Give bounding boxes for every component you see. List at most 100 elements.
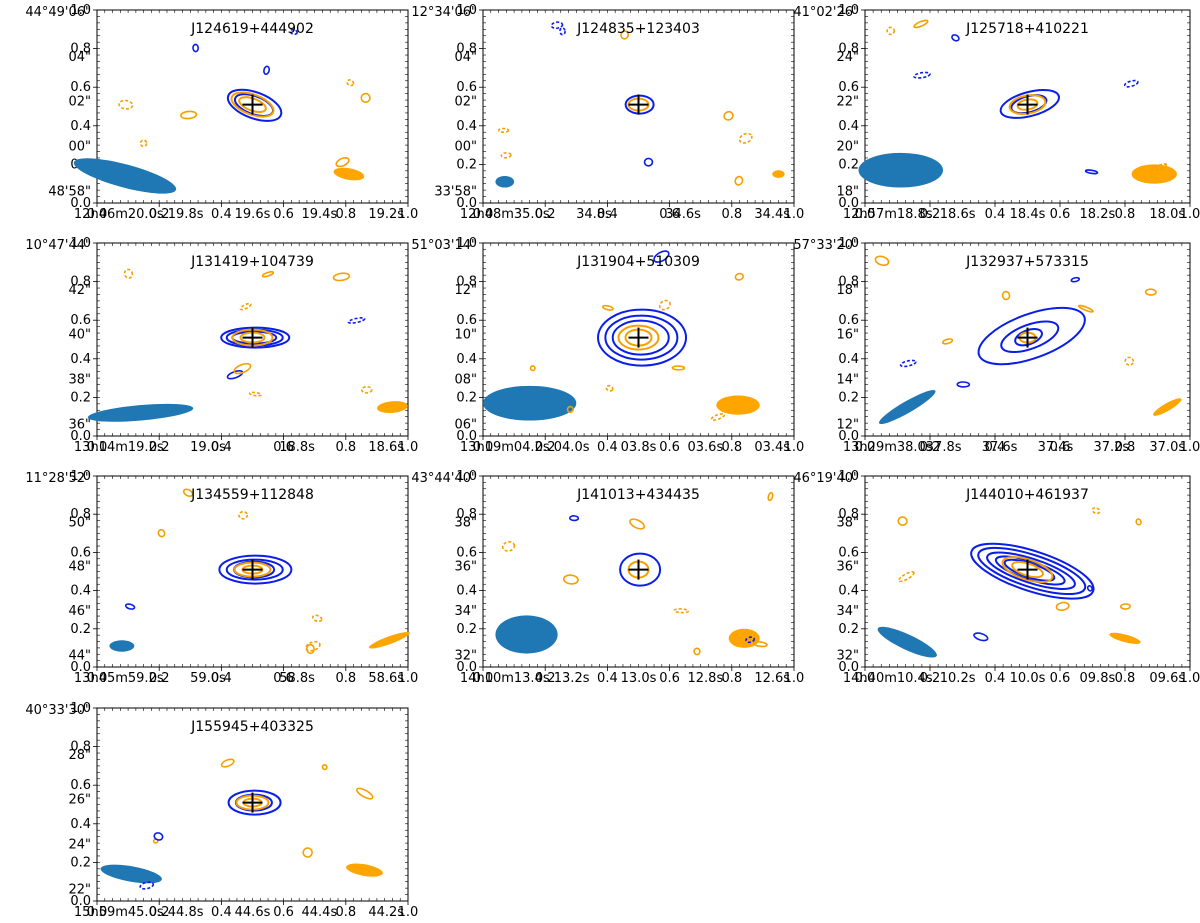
ra-tick-label: 12h48m35.0s [460,207,550,222]
optical-noise-contour [238,510,249,520]
optical-noise-contour [605,384,614,392]
ra-tick-label: 03.4s [754,440,790,455]
radio-noise-contour [913,71,931,79]
optical-noise-contour [723,110,734,121]
y-tick-label: 0.4 [838,584,859,599]
x-tick-label: 0.0 [87,440,108,455]
x-tick-label: 1.0 [1180,207,1200,222]
optical-noise-contour [220,758,235,768]
x-tick-label: 0.0 [855,671,876,686]
x-tick-label: 1.0 [784,440,805,455]
ra-tick-label: 13h14m19.2s [74,440,164,455]
ra-tick-label: 09.6s [1149,671,1185,686]
optical-noise-contour [767,491,774,502]
radio-contour [977,306,1086,366]
x-tick-label: 0.2 [149,905,170,920]
y-tick-label: 0.6 [70,80,91,95]
optical-noise-contour [332,272,351,282]
x-tick-label: 0.8 [335,207,356,222]
panel-title: J141013+434435 [576,487,700,503]
radio-noise-contour [1086,585,1093,592]
optical-beam [376,401,408,413]
ra-tick-label: 09.8s [1080,671,1116,686]
optical-noise-contour [248,391,262,397]
ra-tick-label: 37.6s [982,440,1018,455]
dec-tick-label: 38" [68,373,91,388]
optical-noise-contour [738,132,753,144]
y-tick-label: 1.0 [838,3,859,18]
ra-tick-label: 34.4s [754,207,790,222]
optical-noise-contour [501,541,516,552]
x-tick-label: 0.4 [211,207,232,222]
ra-tick-label: 18.4s [1010,207,1046,222]
dec-tick-label: 40°33'30" [25,703,91,718]
x-tick-label: 0.4 [597,207,618,222]
y-tick-label: 1.0 [838,469,859,484]
x-tick-label: 0.4 [985,207,1006,222]
panel-title: J134559+112848 [190,487,314,503]
radio-noise-contour [653,250,670,263]
optical-contour [617,324,660,351]
x-tick-label: 0.8 [1115,207,1136,222]
panel-7: 0.0 0.2 0.4 0.6 0.8 1.0 0.0 0.2 0.4 0.6 0.8 1.0 13h4… [25,469,418,686]
ra-tick-label: 04.0s [554,440,590,455]
ra-tick-label: 15h59m45.0s [74,905,164,920]
optical-noise-contour [1055,601,1070,612]
optical-noise-contour [710,413,726,421]
panel-3: 0.0 0.2 0.4 0.6 0.8 1.0 0.0 0.2 0.4 0.6 0.8 1.0 12h5… [793,3,1200,222]
panel-title: J125718+410221 [965,21,1089,37]
optical-noise-contour [673,608,690,614]
dec-tick-label: 16" [836,328,859,343]
optical-noise-contour [233,362,252,375]
y-tick-label: 0.6 [838,313,859,328]
radio-beam [87,403,194,422]
x-tick-label: 1.0 [398,440,419,455]
y-tick-label: 0.4 [456,119,477,134]
x-tick-label: 0.0 [87,671,108,686]
y-tick-label: 1.0 [70,3,91,18]
y-tick-label: 0.6 [456,545,477,560]
y-tick-label: 0.4 [70,584,91,599]
ra-tick-label: 12.6s [754,671,790,686]
optical-noise-contour [346,79,355,87]
ra-tick-label: 13h19m04.2s [460,440,550,455]
optical-contour [230,91,275,118]
x-tick-label: 0.6 [659,671,680,686]
panel-1: 0.00.20.40.60.81.00.00.20.40.60.81.012h4… [25,3,418,222]
optical-noise-contour [693,647,701,656]
y-tick-label: 0.4 [838,352,859,367]
radio-contour [225,558,284,581]
optical-noise-contour [1135,518,1142,526]
x-tick-label: 1.0 [784,671,805,686]
ra-tick-label: 37.4s [1038,440,1074,455]
ra-tick-label: 19.8s [168,207,204,222]
x-tick-label: 0.4 [985,440,1006,455]
x-tick-label: 0.2 [920,440,941,455]
y-tick-label: 0.6 [838,80,859,95]
y-tick-label: 1.0 [838,236,859,251]
y-tick-label: 0.0 [456,196,477,211]
ra-tick-label: 18.6s [368,440,404,455]
y-tick-label: 0.6 [70,313,91,328]
optical-contour [238,96,267,113]
panel-9: 0.0 0.2 0.4 0.6 0.8 1.0 0.0 0.2 0.4 0.6 0.8 1.0 14h4… [793,469,1200,686]
x-tick-label: 0.6 [1050,440,1071,455]
radio-noise-contour [139,881,155,890]
x-tick-label: 0.6 [659,440,680,455]
radio-contour [611,319,670,356]
panel-title: J155945+403325 [190,719,314,735]
y-tick-label: 0.2 [456,622,477,637]
panel-title: J131904+510309 [576,254,700,270]
optical-noise-contour [239,302,252,311]
optical-noise-contour [182,488,194,498]
y-tick-label: 0.8 [70,275,91,290]
optical-noise-contour [529,365,536,372]
optical-beam [716,395,760,415]
radio-noise-contour [973,632,989,642]
radio-contour [227,789,282,816]
panel-title: J124835+123403 [576,21,700,37]
dec-tick-label: 44" [68,649,91,664]
radio-beam [495,615,558,654]
radio-contour [220,326,291,349]
